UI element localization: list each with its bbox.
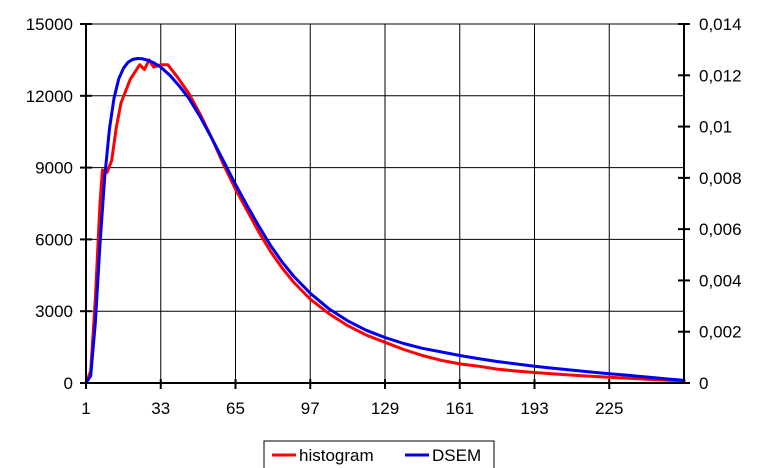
x-tick-label: 161 [446,399,474,418]
y-right-tick-label: 0,014 [699,15,742,34]
y-left-tick-label: 9000 [35,159,73,178]
y-right-tick-label: 0,002 [699,323,742,342]
y-left-tick-label: 0 [64,374,73,393]
y-right-tick-label: 0,01 [699,118,732,137]
x-tick-label: 129 [371,399,399,418]
y-right-tick-label: 0,004 [699,271,742,290]
x-tick-label: 193 [520,399,548,418]
x-tick-label: 97 [301,399,320,418]
legend: histogram DSEM [263,440,495,468]
legend-label-dsem: DSEM [432,446,481,465]
series-layer [84,57,686,385]
legend-label-histogram: histogram [299,446,374,465]
y-right-tick-label: 0,008 [699,169,742,188]
series-line-histogram [84,58,686,385]
y-left-tick-label: 15000 [26,15,73,34]
y-left-tick-label: 12000 [26,87,73,106]
y-right-tick-label: 0 [699,374,708,393]
axes [80,23,690,389]
series-line-dsem [84,57,686,385]
gridlines [85,23,685,384]
y-right-tick-label: 0,006 [699,220,742,239]
legend-box [263,440,495,468]
y-right-tick-label: 0,012 [699,66,742,85]
tick-labels: 0 3000 6000 9000 12000 15000 1 33 65 97 129 161 193 2… [26,15,742,418]
y-left-tick-label: 6000 [35,230,73,249]
y-left-tick-label: 3000 [35,302,73,321]
x-tick-label: 225 [595,399,623,418]
x-tick-label: 65 [226,399,245,418]
x-tick-label: 33 [151,399,170,418]
x-tick-label: 1 [81,399,90,418]
